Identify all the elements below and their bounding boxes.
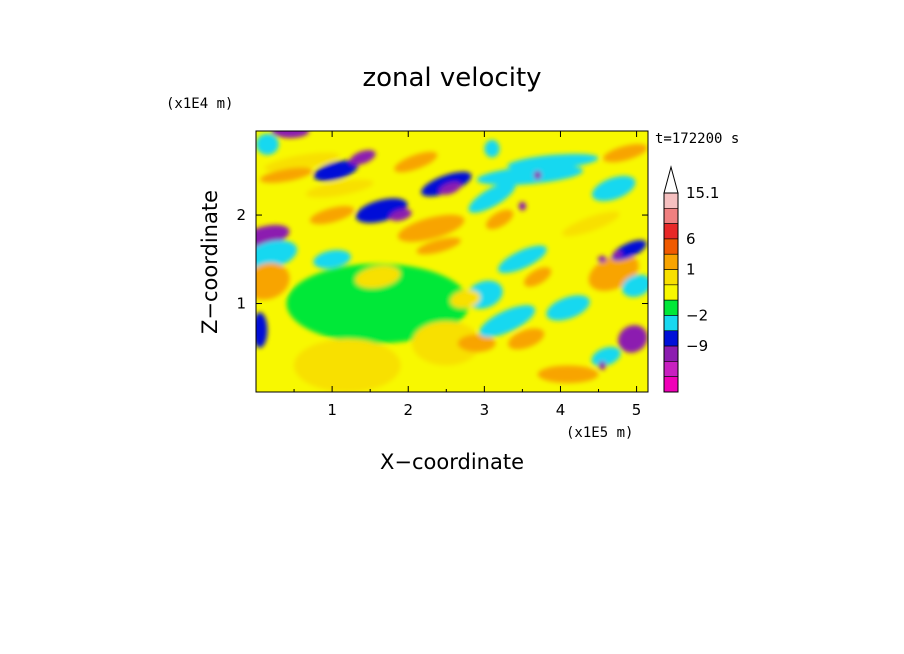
contour-feature [264, 152, 340, 172]
contour-feature [591, 175, 636, 202]
contour-feature [533, 170, 542, 180]
x-axis-ticks: 1 2 3 4 5 [293, 131, 642, 419]
contour-feature [621, 274, 648, 298]
colorbar-swatches [663, 192, 679, 393]
colorbar-frame [663, 192, 679, 393]
colorbar-max-arrow [663, 165, 679, 194]
contour-feature [485, 209, 514, 230]
colorbar-swatch [663, 376, 679, 393]
contour-feature [439, 182, 461, 195]
y-axis-ticks: 12 [236, 206, 648, 313]
contour-feature [256, 133, 279, 155]
x-unit-label: (x1E5 m) [566, 425, 633, 441]
colorbar-label: 1 [686, 261, 696, 279]
contour-feature [523, 267, 552, 287]
contour-feature [271, 131, 310, 139]
contour-feature [518, 201, 527, 211]
contour-feature [421, 171, 472, 197]
contour-feature [508, 328, 545, 350]
contour-feature [479, 305, 536, 338]
contour-feature [412, 321, 481, 366]
contour-blobs [256, 131, 648, 392]
contour-feature [355, 265, 401, 289]
contour-feature [468, 182, 516, 213]
contour-feature [286, 263, 470, 344]
colorbar-label: −9 [686, 337, 708, 355]
y-axis-label: Z−coordinate [198, 190, 222, 334]
contour-feature [546, 295, 590, 321]
x-tick-label: 4 [556, 401, 566, 419]
contour-feature [305, 179, 374, 198]
y-unit-label: (x1E4 m) [166, 96, 233, 112]
contour-feature [476, 165, 584, 186]
x-tick-label: 5 [632, 401, 642, 419]
contour-feature [562, 211, 620, 237]
contour-feature [389, 209, 412, 222]
colorbar-swatch [663, 192, 679, 209]
contour-feature [613, 251, 623, 259]
time-label: t=172200 s [655, 131, 739, 147]
contour-feature [394, 151, 438, 173]
contour-feature [349, 150, 376, 165]
contour-feature [416, 237, 461, 255]
contour-feature [260, 167, 313, 183]
colorbar-swatch [663, 361, 679, 377]
contour-feature [313, 250, 351, 269]
contour-feature [310, 206, 355, 225]
colorbar-label: 6 [686, 230, 696, 248]
x-axis-label: X−coordinate [380, 450, 524, 474]
contour-feature [256, 312, 268, 348]
contour-feature [450, 290, 481, 309]
colorbar-label: 15.1 [686, 184, 719, 202]
colorbar-swatch [663, 299, 679, 316]
contour-feature [313, 160, 359, 182]
contour-feature [618, 325, 648, 353]
contour-feature [597, 255, 607, 263]
colorbar: 15.1 6 1 −2 −9 [663, 165, 719, 393]
colorbar-swatch [663, 345, 679, 362]
colorbar-swatch [663, 238, 679, 255]
contour-field [256, 131, 648, 392]
colorbar-swatch [663, 223, 679, 240]
contour-feature [598, 361, 607, 370]
colorbar-label: −2 [686, 307, 708, 325]
x-tick-label: 1 [327, 401, 337, 419]
plot-frame [255, 130, 649, 393]
colorbar-labels: 15.1 6 1 −2 −9 [686, 184, 719, 355]
colorbar-swatch [663, 208, 679, 224]
contour-feature [498, 245, 547, 274]
contour-feature [603, 144, 648, 163]
contour-feature [591, 346, 621, 367]
colorbar-swatch [663, 330, 679, 347]
contour-feature [397, 214, 465, 242]
x-tick-label: 2 [403, 401, 413, 419]
y-tick-label: 1 [236, 295, 246, 313]
contour-feature [457, 334, 496, 353]
colorbar-swatch [663, 284, 679, 301]
y-tick-label: 2 [236, 206, 246, 224]
colorbar-swatch [663, 315, 679, 332]
x-tick-label: 3 [480, 401, 490, 419]
contour-feature [537, 365, 599, 384]
colorbar-swatch [663, 253, 679, 270]
contour-feature [484, 139, 500, 158]
contour-feature [507, 153, 599, 171]
contour-feature [294, 339, 401, 392]
chart-title: zonal velocity [362, 63, 541, 93]
contour-feature [256, 240, 298, 270]
colorbar-swatch [663, 269, 679, 286]
